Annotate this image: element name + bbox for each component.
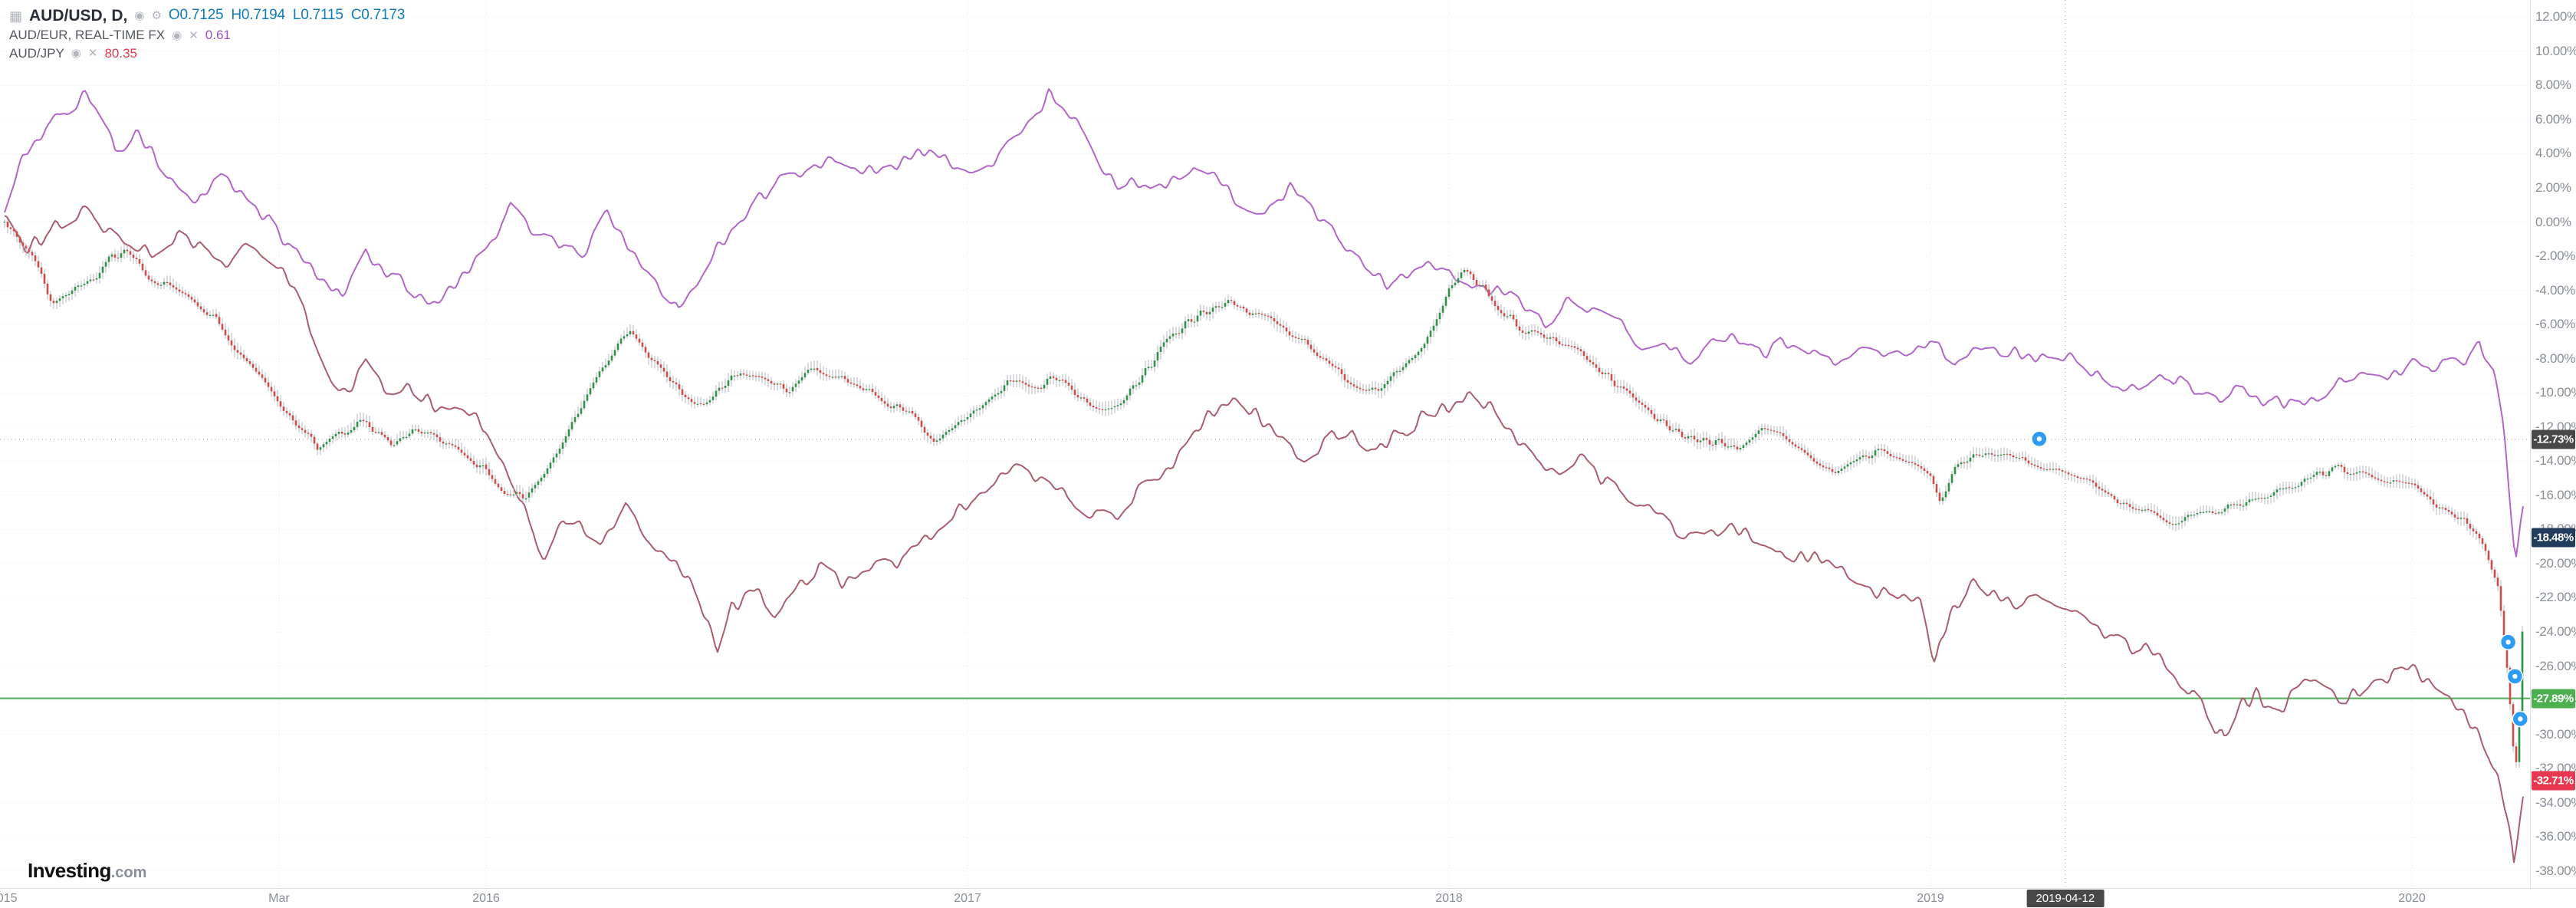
price-tick: -22.00% xyxy=(2535,590,2576,605)
legend-row-audusd: ▦ AUD/USD, D, ◉ ⚙ O0.7125 H0.7194 L0.711… xyxy=(9,6,405,25)
price-tick: -2.00% xyxy=(2535,248,2576,264)
eye-icon[interactable]: ◉ xyxy=(172,28,182,42)
price-tick: -20.00% xyxy=(2535,555,2576,571)
compare-value-audjpy: 80.35 xyxy=(104,45,138,61)
price-tick: -36.00% xyxy=(2535,829,2576,844)
compare-symbol-audjpy[interactable]: AUD/JPY xyxy=(9,45,64,61)
price-tick: 0.00% xyxy=(2535,214,2571,229)
series-line-audeur[interactable] xyxy=(4,88,2524,558)
audusd-last-badge: -18.48% xyxy=(2532,528,2575,548)
price-tick: -8.00% xyxy=(2535,350,2576,366)
audjpy-last-badge: -32.71% xyxy=(2532,771,2575,791)
open-value: O0.7125 xyxy=(168,7,224,24)
logo-tld: .com xyxy=(110,864,147,881)
price-tick: -34.00% xyxy=(2535,794,2576,810)
series-line-audjpy[interactable] xyxy=(4,206,2524,864)
time-axis[interactable]: 015 Mar 2016 2017 2018 2019 2020 2019-04-12 xyxy=(0,888,2576,908)
time-tick: 2020 xyxy=(2398,892,2426,905)
hline-badge: -27.89% xyxy=(2532,689,2575,709)
compare-value-audeur: 0.61 xyxy=(205,28,231,43)
high-value: H0.7194 xyxy=(231,7,285,24)
candles-up[interactable] xyxy=(3,222,2524,762)
price-tick: -14.00% xyxy=(2535,453,2576,469)
gear-icon[interactable]: ⚙ xyxy=(151,9,162,23)
crosshair-date-badge: 2019-04-12 xyxy=(2026,890,2104,907)
legend-row-audeur: AUD/EUR, REAL-TIME FX ◉ ✕ 0.61 xyxy=(9,28,405,43)
symbol-title[interactable]: AUD/USD, D, xyxy=(29,7,128,25)
legend-row-audjpy: AUD/JPY ◉ ✕ 80.35 xyxy=(9,46,405,61)
symbol-menu-icon[interactable]: ▦ xyxy=(9,8,23,24)
close-icon[interactable]: ✕ xyxy=(87,47,98,61)
eye-icon[interactable]: ◉ xyxy=(134,9,145,23)
logo-name: Investing xyxy=(28,859,111,882)
candles-down[interactable] xyxy=(6,222,2518,762)
price-axis[interactable]: 12.00% 10.00% 8.00% 6.00% 4.00% 2.00% 0.00% -2.… xyxy=(2530,0,2576,888)
time-tick: 2019 xyxy=(1917,892,1944,905)
low-value: L0.7115 xyxy=(292,7,343,24)
crosshair-price-badge: -12.73% xyxy=(2532,429,2575,449)
price-tick: -4.00% xyxy=(2535,282,2576,298)
price-tick: -6.00% xyxy=(2535,317,2576,332)
alert-marker[interactable] xyxy=(2512,710,2529,728)
legend: ▦ AUD/USD, D, ◉ ⚙ O0.7125 H0.7194 L0.711… xyxy=(9,6,405,64)
price-tick: -10.00% xyxy=(2535,385,2576,400)
price-tick: -30.00% xyxy=(2535,726,2576,742)
compare-symbol-audeur[interactable]: AUD/EUR, REAL-TIME FX xyxy=(9,28,166,43)
alert-marker[interactable] xyxy=(2031,430,2048,448)
alert-marker[interactable] xyxy=(2506,668,2524,685)
price-tick: -16.00% xyxy=(2535,487,2576,502)
price-tick: 8.00% xyxy=(2535,77,2571,93)
price-tick: 4.00% xyxy=(2535,146,2571,161)
time-tick: 015 xyxy=(0,892,18,905)
candle-wicks xyxy=(4,219,2523,768)
price-tick: 6.00% xyxy=(2535,111,2571,127)
price-tick: 2.00% xyxy=(2535,179,2571,195)
close-value: C0.7173 xyxy=(350,7,406,24)
close-icon[interactable]: ✕ xyxy=(189,28,199,42)
price-tick: 10.00% xyxy=(2535,43,2576,58)
price-tick: 12.00% xyxy=(2535,9,2576,25)
price-tick: -24.00% xyxy=(2535,623,2576,639)
price-chart-canvas[interactable] xyxy=(0,0,2530,888)
price-tick: -26.00% xyxy=(2535,658,2576,673)
time-tick: 2017 xyxy=(954,892,981,905)
alert-marker[interactable] xyxy=(2499,633,2517,651)
eye-icon[interactable]: ◉ xyxy=(71,47,81,61)
time-tick: Mar xyxy=(268,892,290,905)
time-tick: 2016 xyxy=(472,892,500,905)
time-tick: 2018 xyxy=(1435,892,1463,905)
investing-logo[interactable]: Investing.com xyxy=(28,859,146,883)
ohlc-values: O0.7125 H0.7194 L0.7115 C0.7173 xyxy=(169,7,405,25)
price-tick: -38.00% xyxy=(2535,863,2576,878)
